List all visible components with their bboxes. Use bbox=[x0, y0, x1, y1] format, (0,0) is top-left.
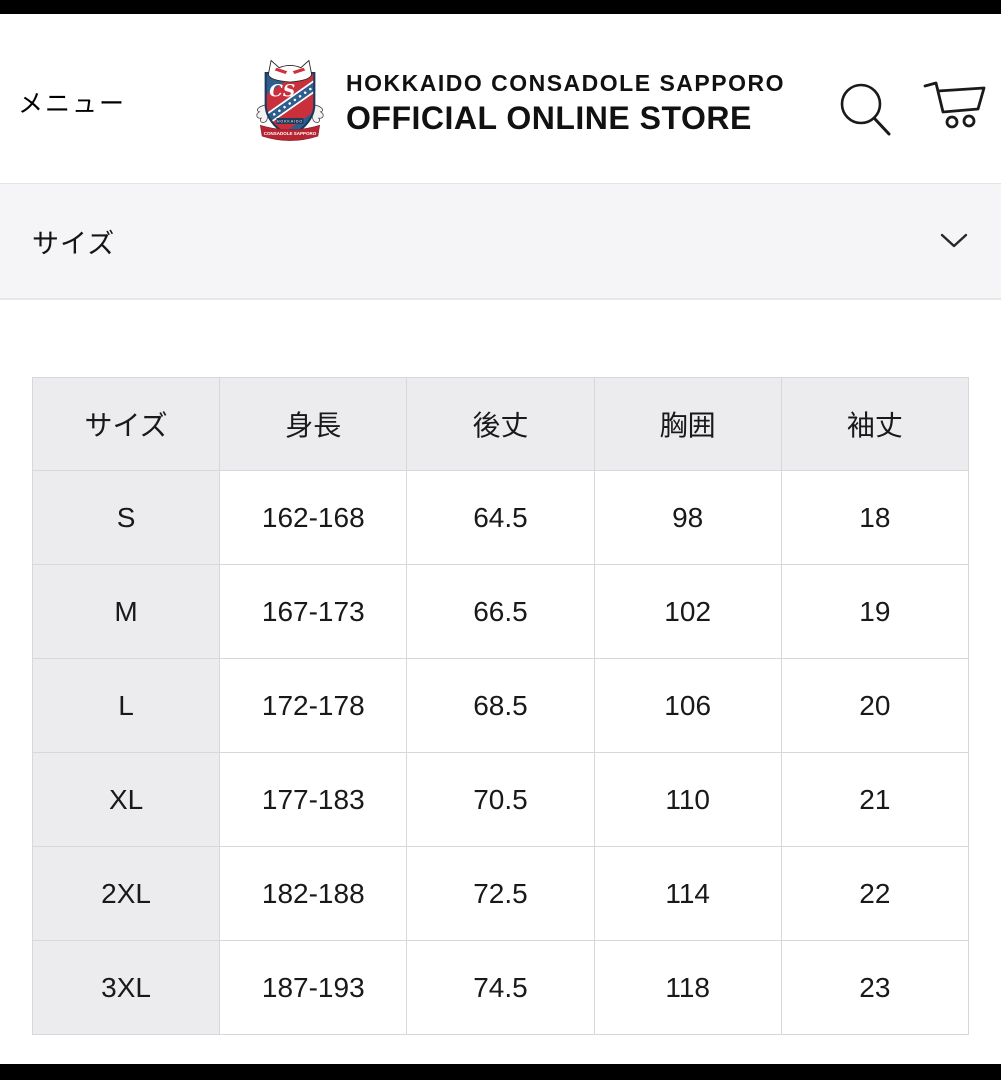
cell-back: 68.5 bbox=[406, 658, 595, 753]
cell-back: 72.5 bbox=[406, 846, 595, 941]
owl-eyes bbox=[274, 67, 306, 74]
cell-back: 74.5 bbox=[406, 940, 595, 1035]
row-label: L bbox=[31, 658, 221, 753]
cell-height: 187-193 bbox=[219, 940, 408, 1035]
cell-height: 162-168 bbox=[219, 470, 408, 565]
cell-sleeve: 21 bbox=[780, 752, 970, 847]
column-header-sleeve: 袖丈 bbox=[780, 377, 970, 471]
size-accordion-label: サイズ bbox=[32, 228, 116, 259]
row-label: M bbox=[31, 564, 221, 659]
cell-chest: 114 bbox=[593, 846, 782, 941]
cell-height: 177-183 bbox=[219, 752, 408, 847]
size-table: サイズ 身長 後丈 胸囲 袖丈 S 162-168 64.5 98 18 M 1 bbox=[31, 377, 970, 1035]
crest-initials: CS bbox=[269, 82, 295, 102]
column-header-chest: 胸囲 bbox=[593, 377, 782, 471]
cell-height: 172-178 bbox=[219, 658, 408, 753]
search-icon bbox=[840, 83, 891, 136]
cell-sleeve: 18 bbox=[780, 470, 970, 565]
row-label: S bbox=[31, 470, 221, 565]
column-header-height: 身長 bbox=[219, 377, 408, 471]
top-black-bar bbox=[0, 0, 1001, 14]
store-logo[interactable]: CS HOKKAIDO CONSADOLE SAPPORO HOKKAIDO C… bbox=[254, 54, 785, 148]
table-header-row: サイズ 身長 後丈 胸囲 袖丈 bbox=[31, 377, 970, 471]
row-label: 2XL bbox=[31, 846, 221, 941]
table-row: L 172-178 68.5 106 20 bbox=[31, 658, 970, 753]
column-header-size: サイズ bbox=[31, 377, 221, 471]
table-row: M 167-173 66.5 102 19 bbox=[31, 564, 970, 659]
crest-banner-text: CONSADOLE SAPPORO bbox=[264, 131, 317, 136]
club-crest-icon: CS HOKKAIDO CONSADOLE SAPPORO bbox=[256, 59, 324, 141]
cell-height: 182-188 bbox=[219, 846, 408, 941]
cell-chest: 98 bbox=[593, 470, 782, 565]
cell-back: 66.5 bbox=[406, 564, 595, 659]
row-label: 3XL bbox=[31, 940, 221, 1035]
cell-back: 64.5 bbox=[406, 470, 595, 565]
menu-label: メニュー bbox=[18, 90, 127, 118]
header-actions bbox=[839, 76, 989, 143]
cell-sleeve: 20 bbox=[780, 658, 970, 753]
cell-chest: 110 bbox=[593, 752, 782, 847]
table-row: XL 177-183 70.5 110 21 bbox=[31, 752, 970, 847]
cell-chest: 106 bbox=[593, 658, 782, 753]
store-name: HOKKAIDO CONSADOLE SAPPORO OFFICIAL ONLI… bbox=[346, 70, 785, 137]
bottom-black-bar bbox=[0, 1064, 1001, 1080]
cell-back: 70.5 bbox=[406, 752, 595, 847]
row-label: XL bbox=[31, 752, 221, 847]
search-button[interactable] bbox=[839, 82, 895, 143]
store-name-line1: HOKKAIDO CONSADOLE SAPPORO bbox=[346, 69, 785, 96]
header: メニュー bbox=[0, 14, 1001, 183]
column-header-back: 後丈 bbox=[406, 377, 595, 471]
table-row: S 162-168 64.5 98 18 bbox=[31, 470, 970, 565]
crest-region-text: HOKKAIDO bbox=[277, 120, 303, 124]
size-accordion-header[interactable]: サイズ bbox=[0, 183, 1001, 300]
cell-chest: 102 bbox=[593, 564, 782, 659]
store-name-line2: OFFICIAL ONLINE STORE bbox=[346, 99, 752, 136]
cell-sleeve: 23 bbox=[780, 940, 970, 1035]
cart-icon bbox=[923, 81, 986, 129]
table-row: 3XL 187-193 74.5 118 23 bbox=[31, 940, 970, 1035]
cart-button[interactable] bbox=[921, 76, 989, 135]
menu-button[interactable]: メニュー bbox=[18, 52, 127, 120]
table-row: 2XL 182-188 72.5 114 22 bbox=[31, 846, 970, 941]
cell-height: 167-173 bbox=[219, 564, 408, 659]
cell-sleeve: 22 bbox=[780, 846, 970, 941]
chevron-down-icon bbox=[940, 233, 968, 248]
size-table-section: サイズ 身長 後丈 胸囲 袖丈 S 162-168 64.5 98 18 M 1 bbox=[31, 377, 970, 1035]
cell-sleeve: 19 bbox=[780, 564, 970, 659]
cell-chest: 118 bbox=[593, 940, 782, 1035]
